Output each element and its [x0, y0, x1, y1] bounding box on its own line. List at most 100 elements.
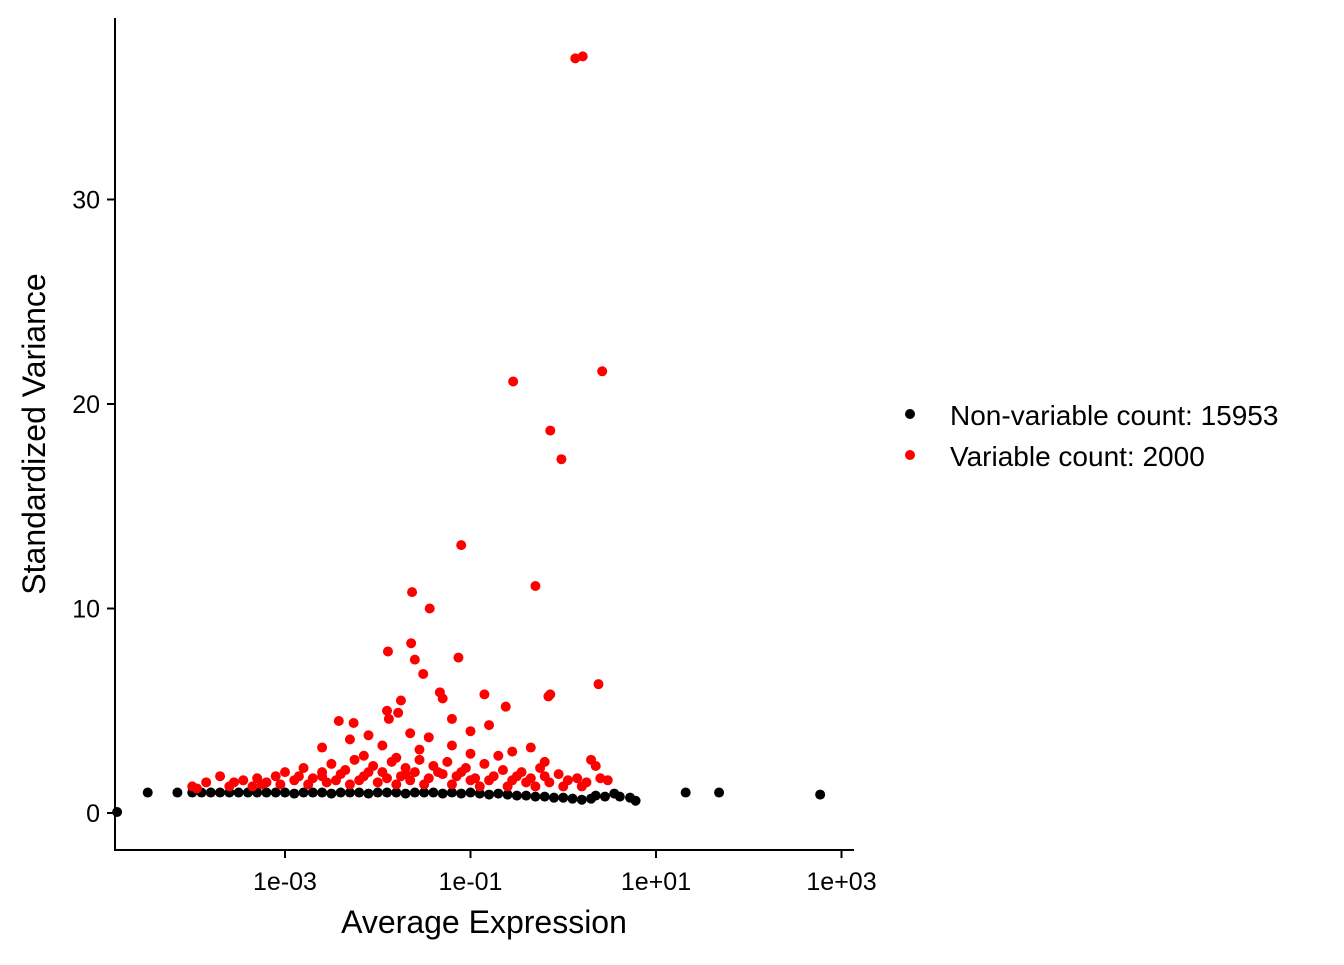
variable-point — [270, 771, 281, 782]
non-variable-point — [437, 788, 448, 799]
variable-point — [479, 689, 490, 700]
variable-point — [358, 750, 369, 761]
variable-point — [553, 769, 564, 780]
variable-point — [453, 652, 464, 663]
y-tick-label: 30 — [72, 187, 100, 215]
non-variable-point — [614, 791, 625, 802]
variable-point — [521, 777, 532, 788]
variable-point — [572, 773, 583, 784]
variable-point — [303, 779, 314, 790]
variable-point — [293, 771, 304, 782]
variable-point — [383, 713, 394, 724]
non-variable-point — [280, 787, 290, 798]
y-tick-label: 20 — [72, 391, 100, 419]
y-tick-label: 10 — [72, 596, 100, 624]
non-variable-point — [354, 787, 365, 798]
variable-point — [558, 781, 569, 792]
non-variable-point — [289, 788, 300, 799]
variable-point — [530, 581, 541, 592]
non-variable-point — [326, 788, 337, 799]
x-tick-label: 1e+01 — [621, 868, 691, 896]
legend-label-non-variable: Non-variable count: 15953 — [950, 400, 1278, 431]
variable-point — [382, 773, 393, 784]
variable-point — [484, 775, 495, 786]
variable-point — [391, 779, 402, 790]
non-variable-point — [502, 789, 513, 800]
non-variable-point — [344, 787, 355, 798]
variable-point — [525, 742, 536, 753]
variable-point — [406, 638, 417, 649]
non-variable-point — [335, 787, 346, 798]
variable-point — [500, 701, 511, 712]
variable-point — [354, 775, 365, 786]
non-variable-point — [815, 789, 826, 800]
x-tick-label: 1e-01 — [439, 868, 503, 896]
non-variable-point — [484, 789, 495, 800]
y-axis-title: Standardized Variance — [16, 273, 52, 594]
variable-point — [344, 779, 355, 790]
non-variable-point — [456, 788, 467, 799]
non-variable-point — [493, 788, 504, 799]
non-variable-point — [474, 788, 485, 799]
variable-point — [393, 707, 404, 718]
non-variable-point — [539, 791, 550, 802]
y-ticks: 0 10 20 30 — [72, 187, 115, 828]
non-variable-point — [142, 787, 153, 798]
variable-point — [280, 767, 290, 778]
legend: Non-variable count: 15953 Variable count… — [905, 400, 1278, 472]
variable-point — [317, 771, 328, 782]
variable-point — [275, 779, 286, 790]
y-tick-label: 0 — [86, 800, 100, 828]
variable-point — [593, 679, 604, 690]
variable-point — [298, 763, 309, 774]
non-variable-point — [307, 787, 318, 798]
non-variable-point — [630, 795, 641, 806]
variable-point — [446, 740, 457, 751]
variable-point — [465, 726, 476, 737]
variable-point — [414, 744, 425, 755]
variable-point — [576, 781, 587, 792]
non-variable-point — [205, 787, 216, 798]
variable-point — [545, 689, 556, 700]
variable-point — [191, 783, 202, 794]
variable-point — [409, 767, 420, 778]
variable-point — [597, 366, 608, 377]
variable-point — [344, 734, 355, 745]
variable-point — [423, 732, 434, 743]
variable-point — [256, 779, 267, 790]
variable-point — [545, 425, 556, 436]
variable-point — [363, 767, 374, 778]
non-variable-point — [391, 787, 402, 798]
non-variable-point — [558, 792, 569, 803]
variable-point — [433, 767, 444, 778]
non-variable-point — [382, 787, 393, 798]
variable-point — [539, 771, 550, 782]
variable-point — [474, 781, 485, 792]
non-variable-point — [446, 787, 457, 798]
variable-point — [465, 775, 476, 786]
variable-point — [530, 781, 541, 792]
variable-point — [414, 754, 425, 765]
variable-point — [556, 454, 567, 465]
variable-point — [535, 763, 546, 774]
non-variable-point — [590, 790, 601, 801]
variable-point — [335, 769, 346, 780]
variable-point — [446, 713, 457, 724]
non-variable-point — [298, 787, 309, 798]
variable-point — [507, 746, 518, 757]
variable-point — [465, 748, 476, 759]
variable-point — [493, 750, 504, 761]
x-axis-title: Average Expression — [341, 904, 627, 940]
variable-point — [418, 668, 429, 679]
variable-point — [502, 781, 513, 792]
variable-point — [333, 715, 344, 726]
non-variable-point — [714, 787, 725, 798]
non-variable-point — [372, 787, 383, 798]
variable-point — [602, 775, 613, 786]
legend-marker-variable — [905, 450, 915, 460]
variable-point — [372, 777, 383, 788]
variable-point — [363, 730, 374, 741]
variable-point — [395, 695, 406, 706]
variable-point — [238, 775, 249, 786]
